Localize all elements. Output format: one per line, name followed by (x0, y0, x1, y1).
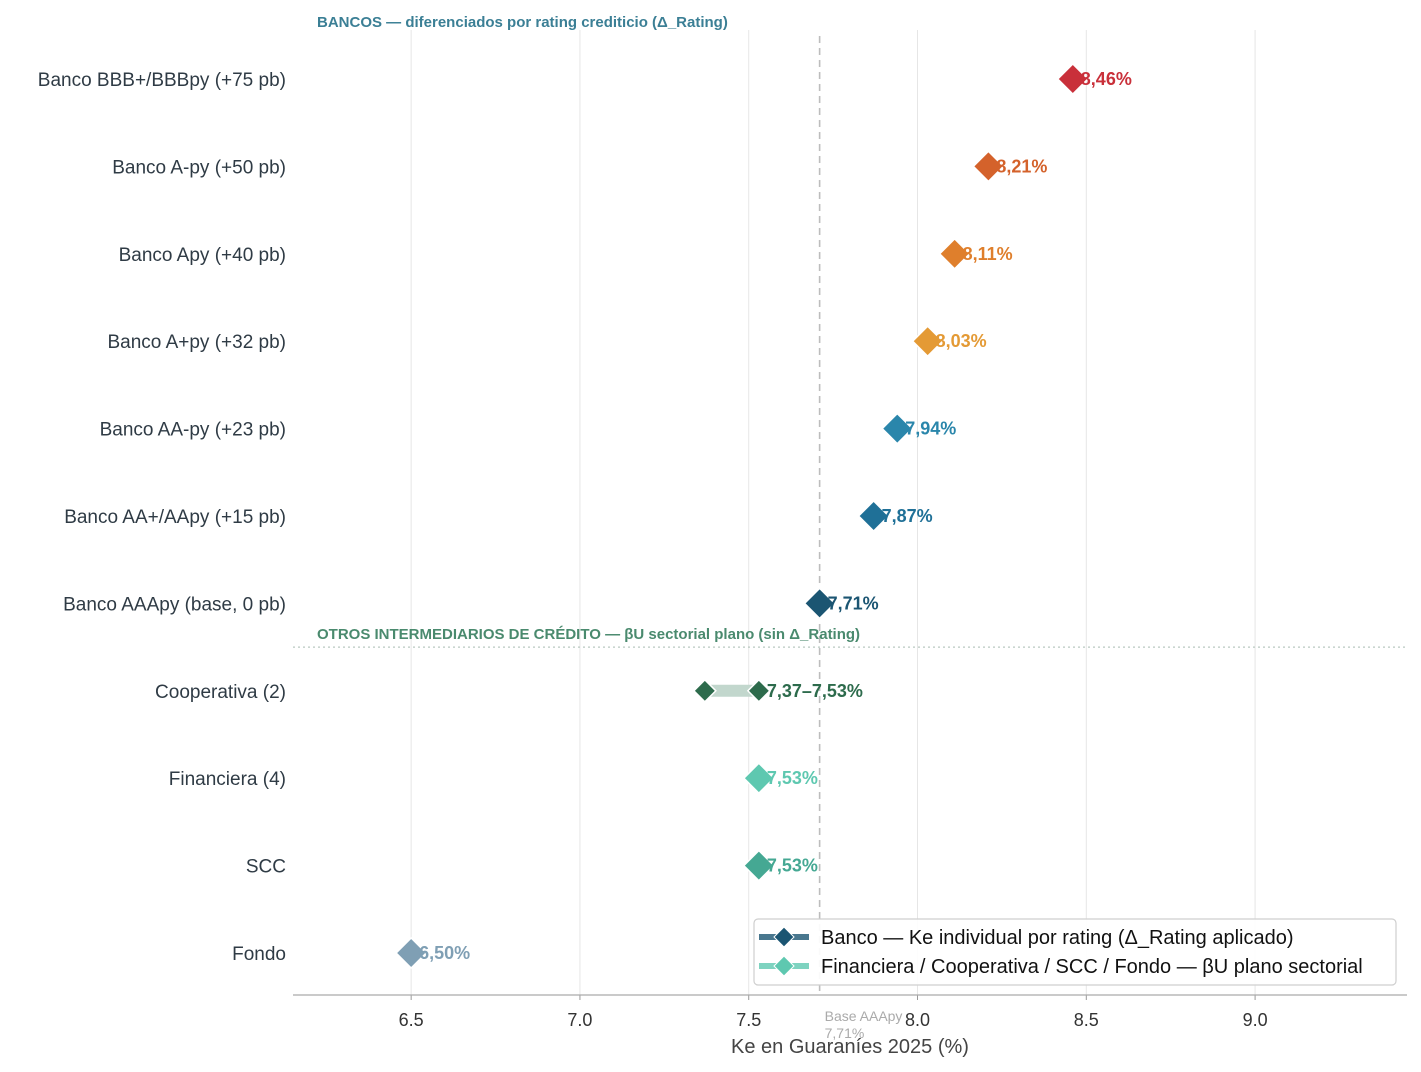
legend-swatch-marker (773, 955, 795, 977)
y-tick-label: Financiera (4) (169, 769, 286, 790)
y-tick-label: Banco A+py (+32 pb) (107, 332, 286, 353)
legend-entry-label: Financiera / Cooperativa / SCC / Fondo —… (821, 956, 1363, 978)
grid (410, 30, 1256, 995)
y-tick-label: Banco AAApy (base, 0 pb) (63, 594, 286, 615)
data-point (938, 237, 971, 270)
y-tick-label: Banco A-py (+50 pb) (112, 157, 286, 178)
data-label: 8,11% (963, 244, 1013, 264)
data-label: 8,03% (936, 331, 987, 351)
y-tick-label: Cooperativa (2) (155, 682, 286, 703)
reference-line-value: 7,71% (825, 1025, 865, 1041)
legend-entry-label: Banco — Ke individual por rating (Δ_Rati… (821, 927, 1294, 949)
x-tick-label: 7.5 (736, 1010, 761, 1030)
reference-line-label: Base AAApy (825, 1008, 903, 1024)
data-label: 7,53% (767, 768, 818, 788)
section-headers: BANCOS — diferenciados por rating credit… (293, 14, 1407, 648)
data-point (692, 678, 717, 703)
data-label: 7,71% (828, 593, 879, 613)
legend-box (753, 918, 1397, 986)
data-label: 8,21% (996, 156, 1047, 176)
x-axis-label: Ke en Guaraníes 2025 (%) (731, 1036, 969, 1058)
data-marks: 8,46% 8,21% 8,11% 8,03% 7,94% 7,87% 7,71% 7,37–… (395, 62, 1132, 970)
x-tick-label: 8.0 (905, 1010, 930, 1030)
data-label: 7,53% (767, 856, 818, 876)
data-label: 7,87% (882, 506, 933, 526)
data-point (803, 587, 836, 620)
x-tick-label: 7.0 (567, 1010, 592, 1030)
data-label: 8,46% (1081, 69, 1132, 89)
x-tick-label: 9.0 (1243, 1010, 1268, 1030)
section-header-others: OTROS INTERMEDIARIOS DE CRÉDITO — βU sec… (317, 626, 860, 643)
x-axis: 6.5 7.0 7.5 8.0 8.5 9.0 (293, 994, 1407, 1030)
data-label: 7,37–7,53% (767, 681, 863, 701)
data-point (395, 936, 428, 970)
data-label: 7,94% (905, 419, 956, 439)
y-tick-label: SCC (246, 857, 286, 878)
data-point (746, 678, 771, 703)
data-point (857, 499, 890, 533)
legend-swatch-marker (773, 926, 795, 948)
section-header-banks: BANCOS — diferenciados por rating credit… (317, 14, 728, 31)
y-tick-label: Banco AA-py (+23 pb) (100, 420, 286, 441)
y-tick-label: Banco AA+/AApy (+15 pb) (64, 507, 286, 528)
data-point (742, 762, 775, 795)
data-label: 6,50% (419, 943, 470, 963)
data-point (911, 325, 944, 358)
y-tick-labels: Banco BBB+/BBBpy (+75 pb) Banco A-py (+50… (38, 70, 286, 965)
legend: Banco — Ke individual por rating (Δ_Rati… (753, 918, 1397, 986)
data-point (742, 849, 775, 882)
data-point (881, 412, 914, 445)
y-tick-label: Banco Apy (+40 pb) (119, 245, 286, 266)
data-point (972, 150, 1005, 183)
y-tick-label: Fondo (232, 944, 286, 965)
x-tick-label: 8.5 (1074, 1010, 1099, 1030)
data-point (1056, 62, 1089, 96)
x-tick-label: 6.5 (399, 1010, 424, 1030)
y-tick-label: Banco BBB+/BBBpy (+75 pb) (38, 70, 286, 91)
